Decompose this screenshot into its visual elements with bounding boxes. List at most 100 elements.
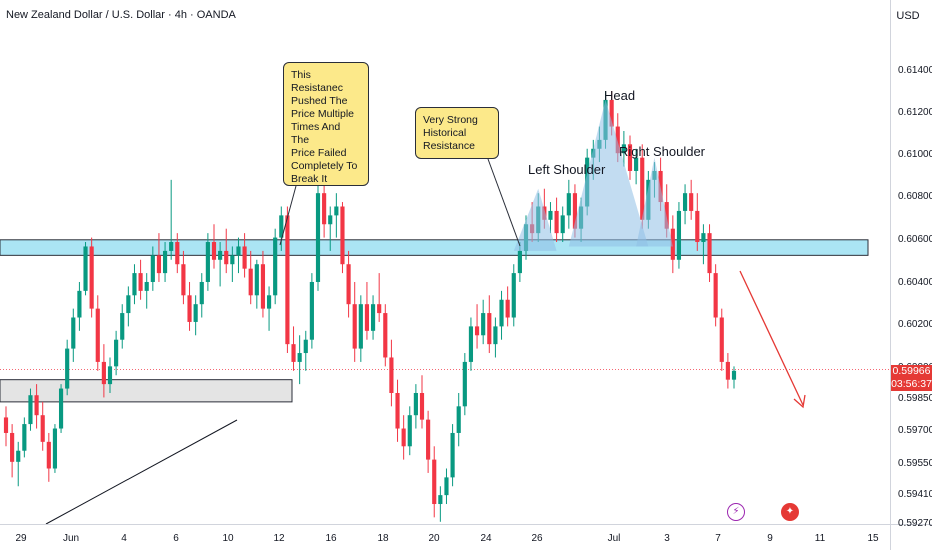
candle-body: [211, 242, 217, 260]
candle-body: [554, 210, 559, 234]
candle-body: [474, 326, 480, 336]
x-tick-label: 15: [867, 533, 879, 544]
candle-body: [309, 281, 314, 340]
x-tick-label: Jul: [608, 533, 621, 544]
candle-body: [634, 157, 639, 171]
label-head: Head: [604, 88, 636, 103]
candle-body: [358, 304, 363, 349]
candle-body: [303, 339, 308, 354]
candle-body: [713, 273, 718, 318]
candle-body: [58, 388, 64, 429]
candle-body: [10, 432, 15, 462]
candle-body: [481, 313, 486, 336]
candle-body: [156, 255, 162, 274]
x-tick-label: 11: [815, 533, 826, 544]
candle-body: [89, 246, 94, 309]
candle-body: [352, 304, 357, 349]
last-price-tag: 0.59966: [891, 365, 932, 378]
candle-body: [438, 495, 443, 505]
candle-body: [670, 228, 675, 260]
x-tick-label: 12: [273, 533, 285, 544]
candle-body: [640, 157, 645, 220]
candle-body: [676, 210, 682, 260]
candle-body: [426, 419, 431, 460]
candle-body: [242, 246, 247, 269]
candle-body: [701, 233, 706, 243]
candle-body: [340, 206, 345, 265]
candle-body: [175, 242, 180, 265]
candle-body: [572, 193, 578, 229]
us-flag-icon[interactable]: ✦: [781, 503, 799, 521]
candle-body: [205, 242, 210, 282]
candle-body: [77, 290, 82, 318]
candle-body: [707, 233, 712, 274]
x-tick-label: 16: [325, 533, 337, 544]
candle-body: [682, 193, 688, 211]
y-tick-label: 0.61400: [898, 65, 932, 76]
candle-body: [395, 393, 400, 429]
candle-body: [462, 361, 467, 407]
candle-body: [181, 264, 186, 296]
candle-body: [132, 273, 137, 296]
candle-body: [621, 144, 626, 154]
x-tick-label: 4: [121, 533, 127, 544]
candle-body: [169, 242, 174, 251]
y-tick-label: 0.61200: [898, 107, 932, 118]
x-tick-label: 10: [222, 533, 234, 544]
candle-body: [83, 246, 88, 291]
x-tick-label: 29: [15, 533, 27, 544]
candle-body: [65, 348, 70, 389]
y-tick-label: 0.59410: [898, 489, 932, 500]
candle-body: [419, 393, 425, 420]
y-tick-label: 0.59550: [898, 458, 932, 469]
y-tick-label: 0.59270: [898, 518, 932, 529]
currency-button[interactable]: USD: [896, 10, 920, 22]
candle-body: [3, 417, 9, 433]
countdown-tag: 03:56:37: [891, 378, 932, 391]
candle-body: [383, 313, 388, 358]
x-tick-label: 24: [480, 533, 492, 544]
candle-body: [230, 255, 235, 265]
candle-body: [34, 395, 39, 416]
x-tick-label: 3: [664, 533, 670, 544]
y-tick-label: 0.60200: [898, 319, 932, 330]
x-tick-label: 20: [428, 533, 440, 544]
x-tick-label: 9: [767, 533, 773, 544]
candle-body: [126, 295, 131, 314]
x-tick-label: 7: [715, 533, 721, 544]
candle-body: [224, 250, 229, 265]
candle-body: [107, 366, 113, 385]
candle-body: [719, 317, 724, 362]
candle-body: [725, 361, 730, 380]
candle-body: [731, 370, 737, 380]
candle-body: [401, 428, 406, 447]
candle-body: [517, 250, 522, 274]
x-tick-label: 18: [377, 533, 389, 544]
resistance-zone: [0, 239, 869, 256]
head-shape: [568, 99, 649, 247]
callout-resistance-pointer: [279, 185, 297, 246]
candle-body: [615, 126, 620, 154]
lightning-icon[interactable]: ⚡: [727, 503, 745, 521]
candle-body: [266, 295, 272, 309]
candle-body: [218, 250, 223, 260]
callout-resistance-note: This Resistanec Pushed The Price Multipl…: [283, 62, 369, 186]
candle-body: [297, 353, 302, 362]
projection-arrow-line: [739, 270, 804, 406]
candle-body: [389, 357, 394, 393]
candle-body: [114, 339, 119, 367]
candle-body: [487, 313, 492, 345]
candle-body: [71, 317, 76, 349]
candle-body: [150, 255, 155, 282]
candle-body: [193, 304, 198, 322]
candle-body: [413, 393, 418, 416]
candle-body: [254, 264, 259, 296]
x-tick-label: 6: [173, 533, 179, 544]
label-right-shoulder: Right Shoulder: [619, 144, 705, 159]
x-tick-label: Jun: [63, 533, 79, 544]
callout-historical-pointer: [487, 158, 521, 247]
left-shoulder-shape: [513, 188, 557, 251]
candle-body: [95, 308, 100, 362]
candle-body: [456, 406, 461, 433]
